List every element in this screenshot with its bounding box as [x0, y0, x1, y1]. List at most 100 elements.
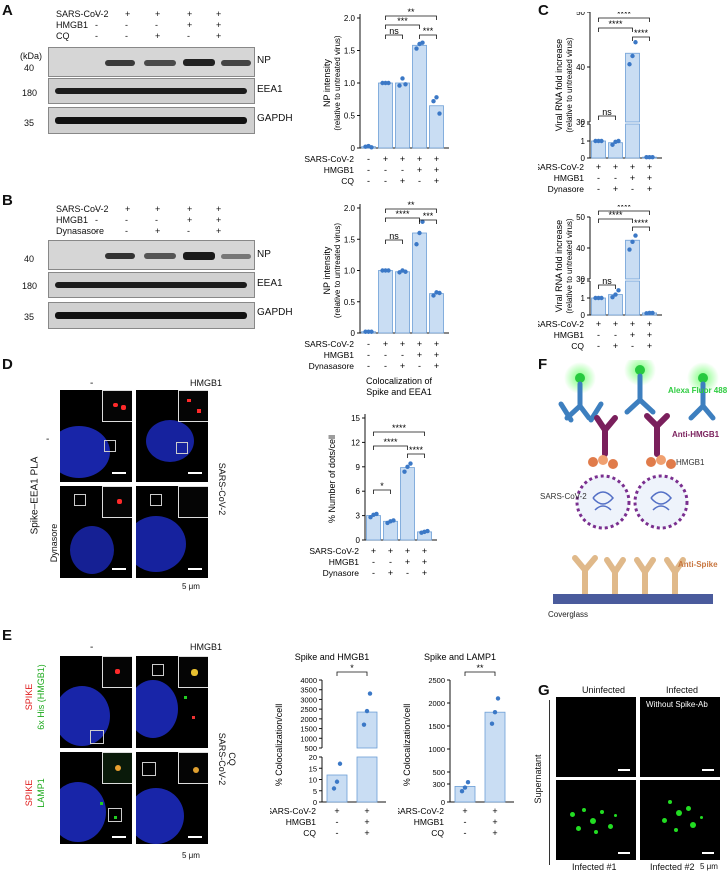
e-right-label2: CQ	[227, 752, 237, 766]
y-tick-label: 40	[576, 63, 585, 72]
significance-bracket	[385, 208, 437, 213]
bar	[400, 467, 415, 541]
y-tick-label: 2	[581, 277, 586, 286]
data-point	[367, 691, 373, 696]
treatment-sign: +	[630, 173, 635, 183]
y-tick-label: 0	[581, 154, 586, 163]
data-point	[403, 82, 408, 87]
treatment-sign: -	[384, 361, 387, 370]
a-blot-eea1	[48, 78, 255, 104]
panel-e-chart-lamp1: 0 300 500 1000 1500 2000 2500 Spike and LAMP1 % …	[398, 652, 514, 838]
data-point	[420, 40, 425, 45]
data-point	[386, 268, 391, 273]
y-axis-label: % Number of dots/cell	[327, 435, 337, 523]
treatment-sign: +	[596, 319, 601, 329]
data-point	[492, 710, 498, 715]
d-row-dynasore: Dynasore	[49, 523, 59, 563]
data-point	[630, 53, 635, 59]
b-blot-label-np: NP	[257, 249, 271, 260]
treatment-sign: +	[405, 546, 410, 556]
f-label-alexa: Alexa Fluor 488	[668, 386, 727, 395]
data-point	[337, 761, 343, 766]
treatment-row-label: SARS-CoV-2	[270, 806, 316, 816]
bar	[591, 140, 606, 159]
a-kda-label: (kDa)	[20, 51, 42, 61]
treatment-sign: +	[400, 176, 405, 186]
bar	[356, 756, 378, 803]
e-scale-label: 5 μm	[182, 851, 200, 860]
e-row2-lamp1: LAMP1	[36, 778, 46, 808]
treatment-sign: -	[464, 828, 467, 838]
g-side-label: Supernatant	[533, 754, 543, 804]
treatment-sign: +	[388, 568, 393, 578]
b-blot-label-eea1: EEA1	[257, 278, 283, 289]
treatment-sign: -	[155, 20, 158, 30]
data-point	[616, 138, 621, 144]
data-point	[361, 722, 367, 727]
e-col-hmgb1: HMGB1	[190, 642, 223, 652]
significance-bracket	[419, 219, 437, 224]
significance-label: ****	[634, 218, 649, 228]
treatment-sign: -	[187, 226, 190, 236]
d-image-ctrl-top	[60, 390, 132, 482]
a-marker-40: 40	[24, 63, 35, 73]
b-blot-gapdh	[48, 302, 255, 329]
g-side-line	[549, 700, 550, 865]
significance-bracket	[598, 284, 616, 289]
treatment-sign: +	[383, 154, 388, 164]
y-tick-label: 0	[351, 329, 356, 338]
treatment-row-label: HMGB1	[554, 330, 585, 340]
y-tick-label: 2.0	[344, 14, 356, 23]
e-row1-spike: SPIKE	[24, 683, 34, 711]
treatment-sign: -	[95, 215, 98, 225]
alexa-fluor-glow	[564, 360, 719, 394]
y-tick-label: 6	[356, 487, 361, 496]
treatment-sign: +	[434, 361, 439, 370]
y-tick-label: 0	[351, 144, 356, 153]
data-point	[397, 83, 402, 88]
y-tick-label: 5	[313, 787, 317, 796]
b-marker-40: 40	[24, 254, 35, 264]
treatment-sign: +	[155, 9, 161, 19]
d-image-hmgb1-top	[136, 390, 208, 482]
significance-label: **	[407, 200, 415, 210]
y-tick-label: 500	[432, 768, 445, 777]
treatment-sign: +	[388, 546, 393, 556]
significance-bracket	[373, 431, 425, 436]
significance-label: ****	[617, 12, 632, 19]
treatment-sign: -	[401, 350, 404, 360]
treatment-sign: +	[371, 546, 376, 556]
significance-bracket	[598, 218, 633, 223]
treatment-sign: +	[400, 361, 405, 370]
significance-label: ****	[608, 19, 623, 29]
bar	[429, 105, 444, 149]
bar-upper	[625, 239, 640, 280]
e-image-hmgb1-top	[136, 656, 208, 748]
y-tick-label: 9	[356, 463, 361, 472]
data-point	[403, 269, 408, 274]
data-point	[331, 786, 337, 791]
data-point	[459, 789, 465, 794]
significance-bracket	[464, 671, 496, 676]
y-tick-label: 40	[576, 244, 585, 253]
treatment-sign: -	[367, 361, 370, 370]
data-point	[599, 138, 604, 144]
significance-bracket	[419, 34, 437, 39]
data-point	[414, 46, 419, 51]
treatment-row-label: Dynasore	[323, 568, 360, 578]
treatment-row-label: Dynasasore	[309, 361, 355, 370]
treatment-sign: -	[418, 176, 421, 186]
e-image-ctrl-bottom	[60, 752, 132, 844]
data-point	[420, 219, 425, 224]
y-tick-label: 1500	[300, 725, 317, 734]
d-image-hmgb1-bottom	[136, 486, 208, 578]
treatment-sign: +	[434, 165, 439, 175]
y-tick-label: 1500	[428, 722, 445, 731]
treatment-sign: +	[334, 806, 339, 816]
y-tick-label: 0	[313, 798, 317, 807]
treatment-row-label: SARS-CoV-2	[304, 154, 354, 164]
treatment-row-label: HMGB1	[554, 173, 585, 183]
data-point	[400, 76, 405, 81]
significance-bracket	[373, 445, 408, 450]
bar	[395, 271, 410, 334]
